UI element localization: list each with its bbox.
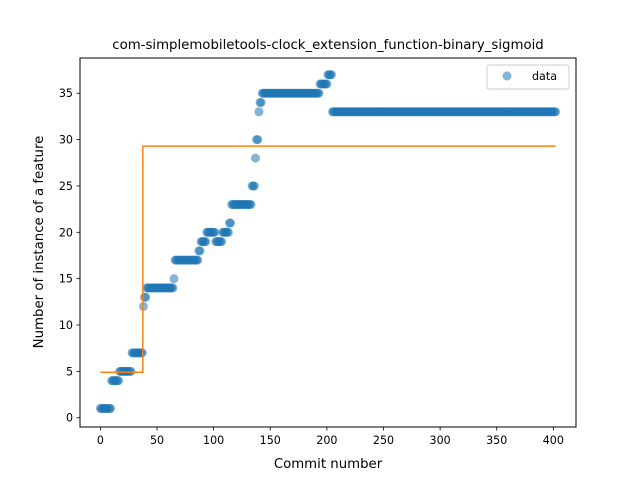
- plot-frame: [79, 57, 577, 428]
- data-point: [168, 283, 178, 293]
- y-tick-label: 5: [66, 365, 73, 378]
- data-point: [254, 107, 264, 117]
- y-axis-label: Number of instance of a feature: [32, 136, 47, 349]
- data-point: [126, 366, 136, 376]
- data-point: [223, 227, 233, 237]
- legend-entry-data: data: [532, 70, 557, 83]
- x-axis-label: Commit number: [274, 457, 383, 472]
- legend: data: [486, 64, 570, 90]
- x-tick-label: 300: [430, 434, 451, 447]
- y-axis-ticks: 0 5 10 15 20 25 30 35: [59, 87, 80, 425]
- data-point: [251, 153, 261, 163]
- data-point: [201, 237, 211, 247]
- fit-line: [100, 145, 556, 374]
- y-tick-label: 20: [59, 226, 73, 239]
- y-tick-label: 15: [59, 273, 73, 286]
- data-point: [217, 237, 227, 247]
- plot-area: [79, 57, 577, 428]
- fit-line-series: [100, 145, 556, 374]
- data-point: [193, 255, 203, 265]
- y-tick-label: 35: [59, 87, 73, 100]
- x-tick-label: 0: [97, 434, 104, 447]
- x-tick-label: 150: [260, 434, 281, 447]
- y-tick-label: 25: [59, 180, 73, 193]
- data-point: [322, 79, 332, 89]
- data-point: [326, 70, 336, 80]
- y-tick-label: 30: [59, 134, 73, 147]
- x-tick-label: 200: [316, 434, 337, 447]
- x-tick-label: 50: [150, 434, 164, 447]
- data-point: [226, 218, 236, 228]
- data-point: [246, 199, 256, 209]
- data-point: [249, 181, 259, 191]
- data-point: [195, 246, 205, 256]
- y-tick-label: 10: [59, 319, 73, 332]
- data-point: [253, 135, 263, 145]
- chart-title: com-simplemobiletools-clock_extension_fu…: [112, 38, 543, 53]
- x-tick-label: 350: [486, 434, 507, 447]
- legend-box: [486, 64, 570, 90]
- data-point: [551, 107, 561, 117]
- scatter-series-data: [95, 70, 561, 413]
- x-tick-label: 100: [203, 434, 224, 447]
- data-point: [106, 403, 116, 413]
- x-axis-ticks: 0 50 100 150 200 250 300 350 400: [97, 427, 564, 447]
- legend-marker-data: [502, 71, 512, 81]
- data-point: [114, 376, 123, 386]
- data-point: [314, 88, 324, 98]
- x-tick-label: 400: [543, 434, 564, 447]
- x-tick-label: 250: [373, 434, 394, 447]
- data-point: [210, 227, 220, 237]
- data-point: [256, 98, 266, 107]
- y-tick-label: 0: [66, 412, 73, 425]
- data-point: [169, 274, 179, 284]
